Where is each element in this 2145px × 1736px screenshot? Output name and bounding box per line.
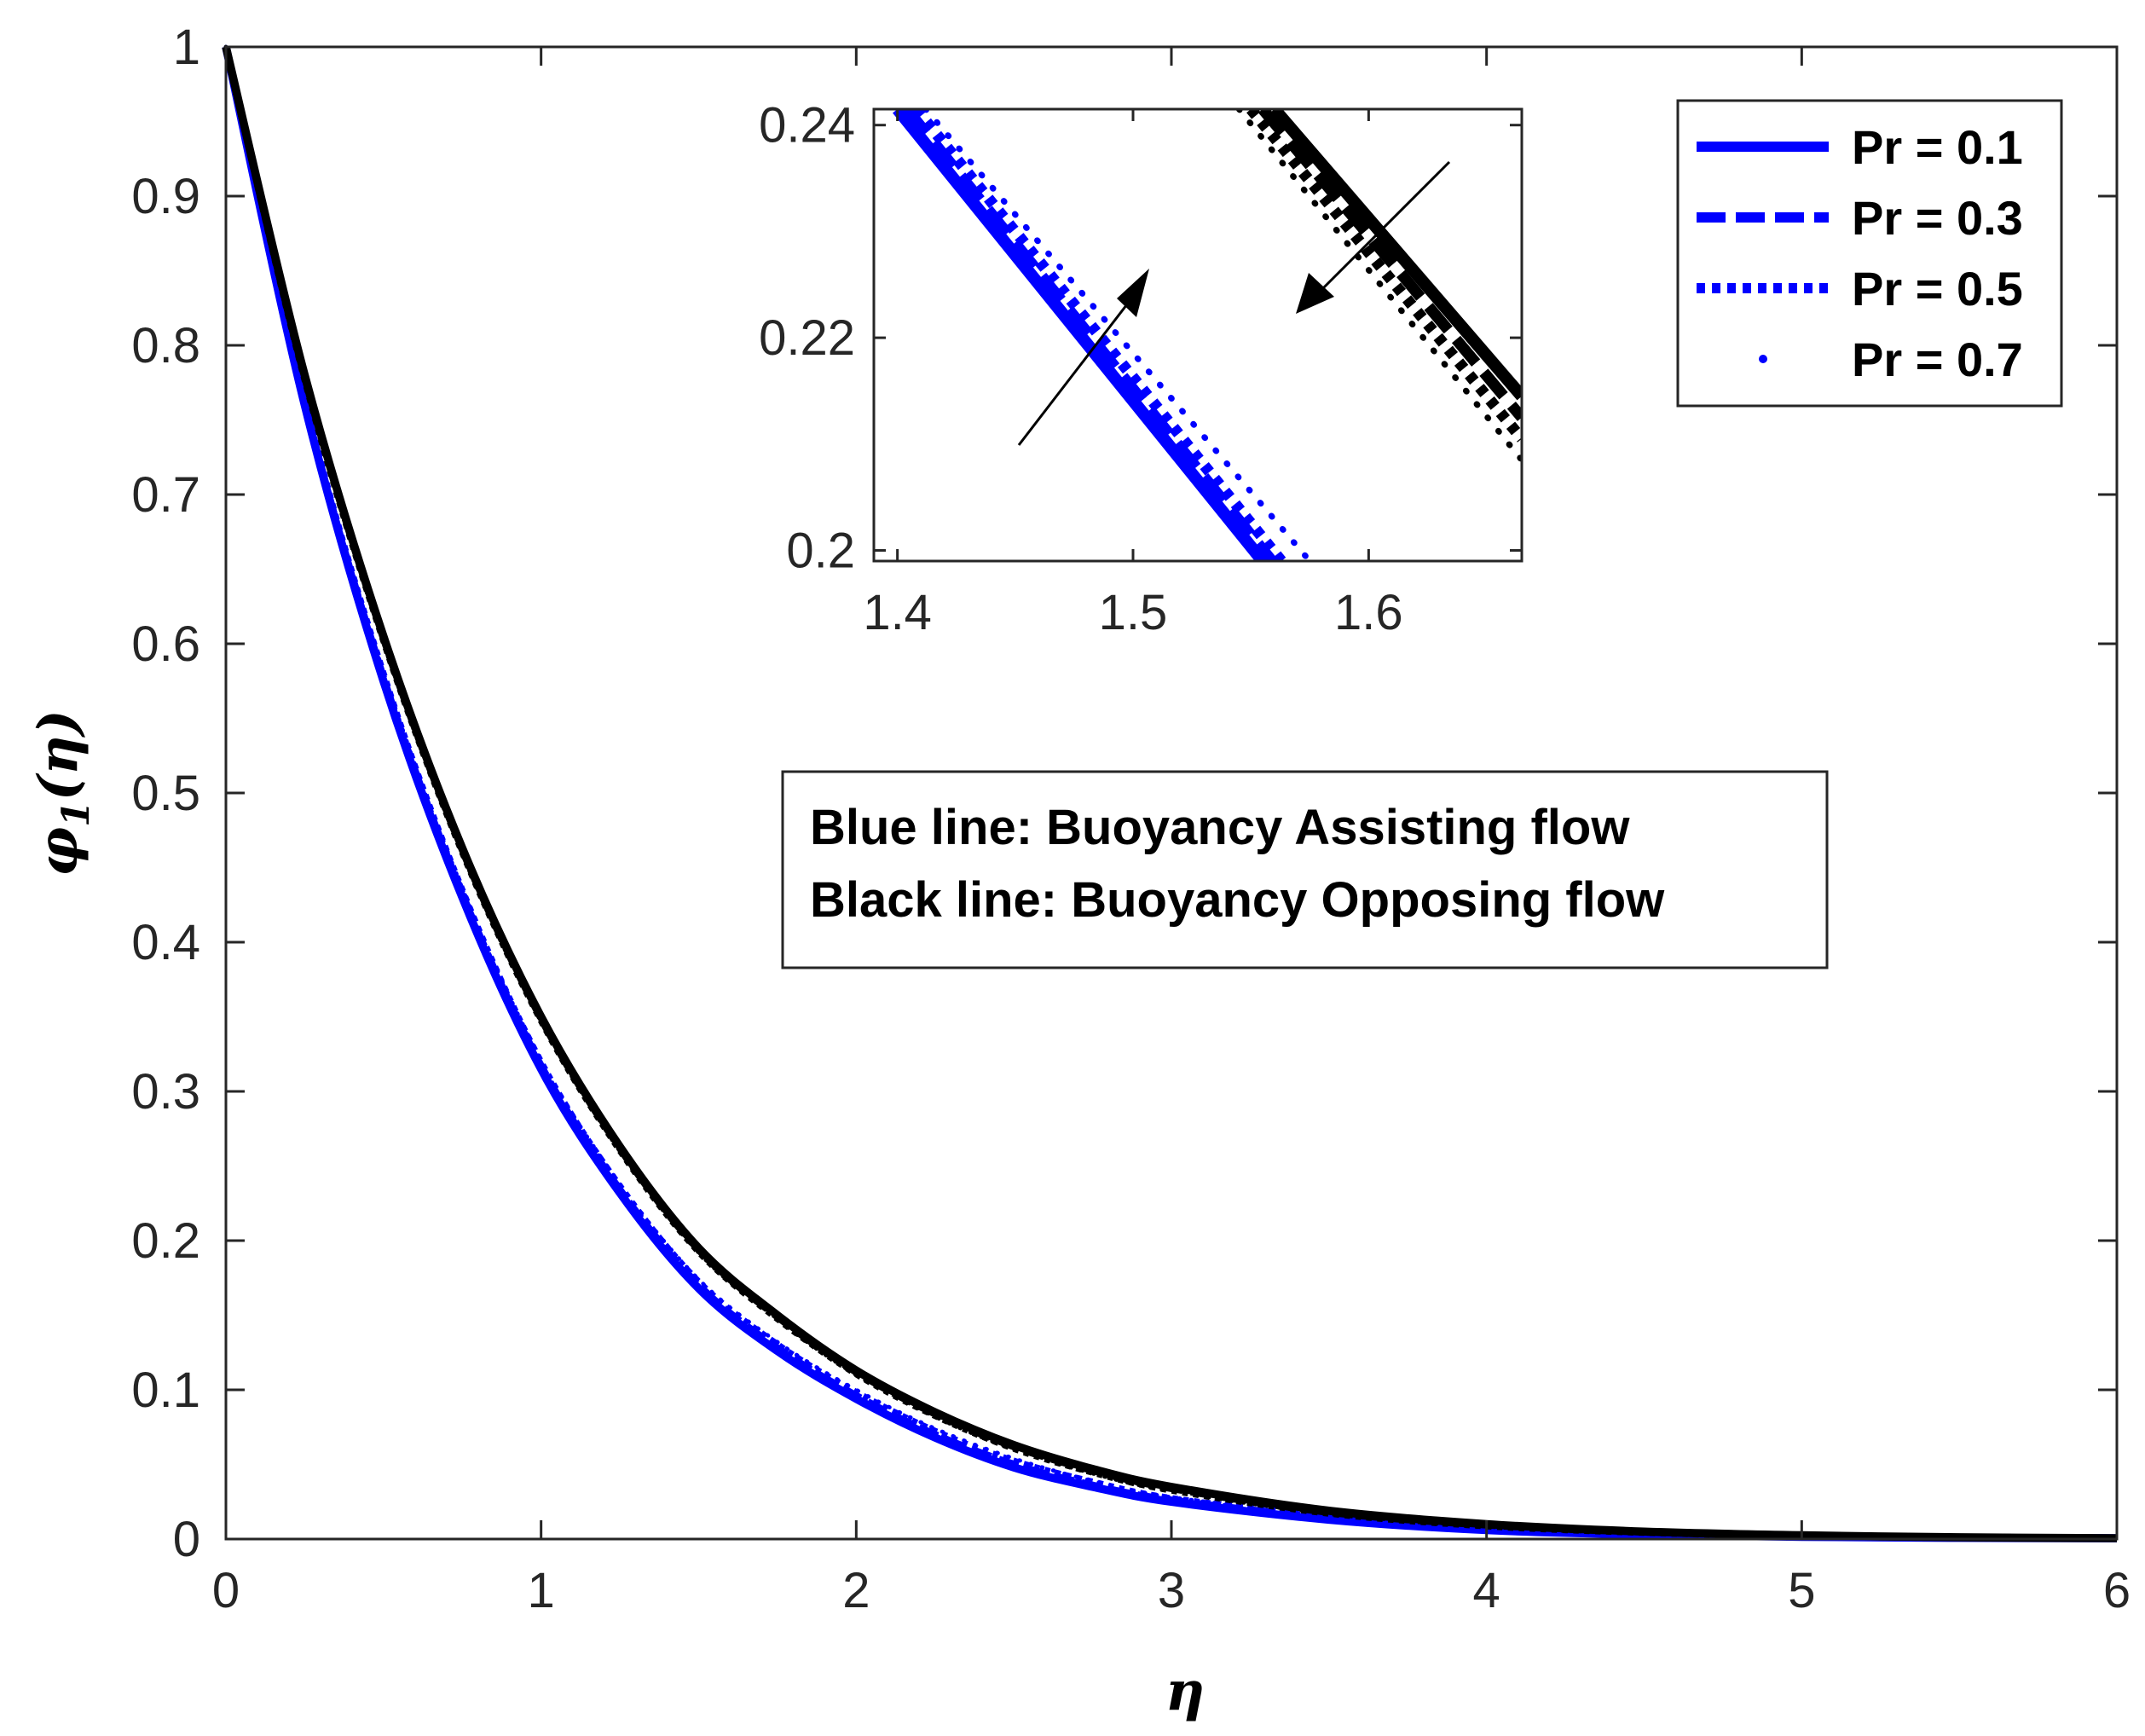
y-axis-label-sub: 1 <box>55 801 98 827</box>
y-tick-label: 0.7 <box>131 467 200 523</box>
annotation-line-opposing: Black line: Buoyancy Opposing flow <box>810 872 1665 928</box>
y-axis-label-arg: (η) <box>26 709 90 801</box>
x-tick-label: 0 <box>212 1563 240 1618</box>
inset-arrowhead-opposing <box>1296 273 1334 314</box>
inset-y-tick-label: 0.2 <box>786 524 855 579</box>
curve-assisting-dashed <box>222 46 2118 1542</box>
inset-x-tick-label: 1.5 <box>1099 585 1168 640</box>
inset-y-tick-label: 0.24 <box>759 98 855 153</box>
y-tick-label: 0.9 <box>131 169 200 224</box>
inset-plot: 1.4 1.5 1.6 0.2 0.22 0.24 <box>759 98 1523 640</box>
y-tick-label: 1 <box>173 20 200 75</box>
curve-assisting-points <box>223 44 2119 1541</box>
x-tick-label: 6 <box>2103 1563 2131 1618</box>
legend: Pr = 0.1 Pr = 0.3 Pr = 0.5 Pr = 0.7 <box>1676 99 2063 408</box>
y-tick-label: 0.4 <box>131 915 200 970</box>
inset-curve-opposing-solid <box>1269 109 1522 401</box>
inset-axes-frame <box>872 107 1523 563</box>
inset-arrow-opposing <box>1307 160 1451 304</box>
inset-x-ticks: 1.4 1.5 1.6 <box>863 109 1403 640</box>
main-curves <box>222 44 2119 1542</box>
flow-annotation: Blue line: Buoyancy Assisting flow Black… <box>781 770 1829 969</box>
main-y-ticks: 0 0.1 0.2 0.3 0.4 0.5 0.6 0.7 0.8 0.9 1 <box>131 20 2117 1567</box>
legend-marker-points <box>1759 355 1767 363</box>
inset-arrow-assisting <box>1017 289 1140 446</box>
main-plot: 0 1 2 3 4 5 6 0 0.1 0.2 0.3 0.4 0.5 0.6 0.7 0.8 0.9 1 <box>131 20 2131 1618</box>
inset-curve-assisting-points <box>922 109 1313 561</box>
y-tick-label: 0.6 <box>131 616 200 672</box>
inset-y-tick-label: 0.22 <box>759 310 855 366</box>
y-tick-label: 0.5 <box>131 766 200 821</box>
x-tick-label: 1 <box>528 1563 555 1618</box>
inset-x-tick-label: 1.6 <box>1334 585 1403 640</box>
y-tick-label: 0.2 <box>131 1213 200 1269</box>
x-tick-label: 3 <box>1158 1563 1185 1618</box>
inset-curves <box>893 109 1522 561</box>
x-tick-label: 5 <box>1788 1563 1815 1618</box>
inset-x-tick-label: 1.4 <box>863 585 932 640</box>
main-x-ticks: 0 1 2 3 4 5 6 <box>212 47 2131 1618</box>
x-tick-label: 2 <box>842 1563 870 1618</box>
legend-label-pr05: Pr = 0.5 <box>1852 262 2023 315</box>
legend-label-pr03: Pr = 0.3 <box>1852 191 2023 245</box>
inset-arrowhead-assisting <box>1117 269 1149 317</box>
svg-text:φ1(η): φ1(η) <box>26 709 98 877</box>
legend-label-pr01: Pr = 0.1 <box>1852 120 2023 174</box>
inset-curve-assisting-dashed <box>902 109 1277 561</box>
y-tick-label: 0.8 <box>131 318 200 373</box>
annotation-line-assisting: Blue line: Buoyancy Assisting flow <box>810 800 1630 855</box>
y-axis-label: φ1(η) <box>26 709 98 877</box>
curve-opposing-points <box>223 44 2119 1541</box>
inset-y-ticks: 0.2 0.22 0.24 <box>759 98 1522 579</box>
x-tick-label: 4 <box>1473 1563 1500 1618</box>
y-tick-label: 0 <box>173 1512 200 1567</box>
inset-curve-opposing-dotted <box>1246 109 1522 443</box>
y-axis-label-main: φ <box>26 827 90 877</box>
annotation-box <box>781 770 1829 969</box>
y-tick-label: 0.1 <box>131 1363 200 1418</box>
legend-label-pr07: Pr = 0.7 <box>1852 333 2023 386</box>
y-tick-label: 0.3 <box>131 1064 200 1120</box>
inset-curve-opposing-points <box>1235 109 1522 464</box>
inset-curve-opposing-dashed <box>1258 109 1522 421</box>
inset-curve-assisting-solid <box>893 109 1268 561</box>
x-axis-label: η <box>1165 1659 1205 1723</box>
